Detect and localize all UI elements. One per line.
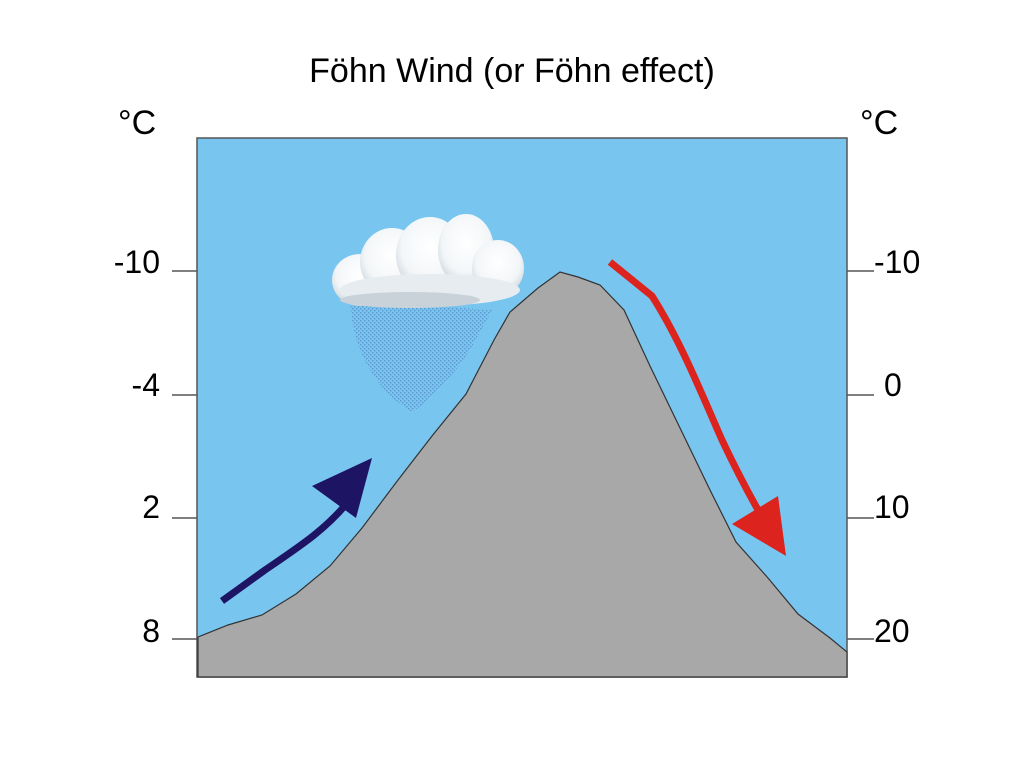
right-tick-label: 20 xyxy=(874,613,910,649)
left-axis-unit: °C xyxy=(118,104,157,142)
right-tick-label: -10 xyxy=(874,244,921,280)
left-tick-label: -10 xyxy=(113,244,160,280)
leeward-airflow-arrow xyxy=(607,259,786,556)
rain-cloud xyxy=(332,214,524,308)
rain-shading xyxy=(350,300,492,412)
right-axis-unit: °C xyxy=(860,104,899,142)
left-tick-label: 8 xyxy=(142,613,160,649)
left-tick-label: -4 xyxy=(131,367,160,403)
right-tick-label: 10 xyxy=(874,489,910,525)
left-axis-ticks xyxy=(172,270,197,640)
right-tick-label: 0 xyxy=(884,367,902,403)
windward-airflow-arrow xyxy=(219,458,372,604)
diagram-title: Föhn Wind (or Föhn effect) xyxy=(309,52,715,90)
mountain xyxy=(197,271,848,678)
left-tick-label: 2 xyxy=(142,489,160,525)
right-axis-ticks xyxy=(847,270,874,640)
